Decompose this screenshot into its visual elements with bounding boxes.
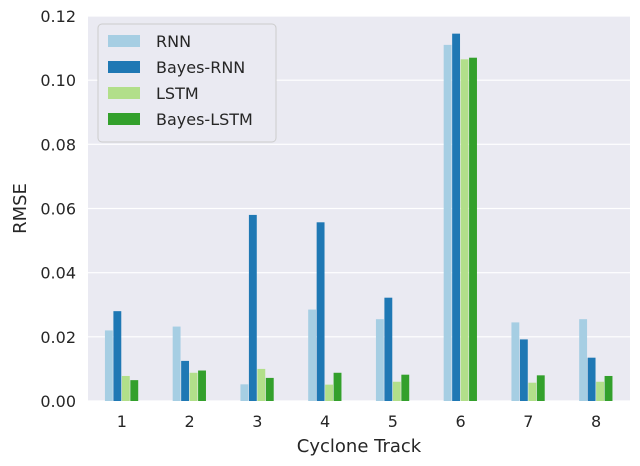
legend-swatch: [108, 113, 140, 125]
bar-bayes-rnn-track-2: [181, 360, 190, 401]
bar-bayes-lstm-track-3: [265, 377, 274, 401]
y-tick-label: 0.04: [40, 264, 76, 283]
y-tick-label: 0.06: [40, 200, 76, 219]
x-axis-label: Cyclone Track: [297, 436, 422, 457]
legend-label: LSTM: [156, 84, 199, 103]
bar-bayes-lstm-track-6: [469, 57, 477, 401]
bar-bayes-rnn-track-6: [452, 33, 461, 401]
y-tick-label: 0.12: [40, 7, 76, 26]
legend-label: Bayes-RNN: [156, 58, 245, 77]
legend-swatch: [108, 61, 140, 73]
bar-lstm-track-5: [392, 381, 401, 401]
legend-label: Bayes-LSTM: [156, 110, 253, 129]
bar-bayes-lstm-track-8: [604, 375, 613, 401]
x-tick-label: 3: [252, 412, 262, 431]
bar-bayes-rnn-track-3: [248, 214, 257, 401]
x-tick-labels: 1 2 3 4 5 6 7 8: [117, 412, 601, 431]
x-tick-label: 4: [320, 412, 330, 431]
x-tick-label: 2: [185, 412, 195, 431]
bar-rnn-track-7: [511, 322, 520, 401]
legend-swatch: [108, 35, 140, 47]
bar-bayes-rnn-track-1: [113, 311, 122, 401]
bar-lstm-track-8: [596, 381, 604, 401]
bar-bayes-rnn-track-4: [316, 222, 325, 401]
bar-rnn-track-5: [375, 319, 384, 401]
y-tick-label: 0.00: [40, 392, 76, 411]
legend-label: RNN: [156, 32, 191, 51]
y-tick-label: 0.10: [40, 71, 76, 90]
bar-lstm-track-3: [257, 368, 266, 401]
bar-rnn-track-3: [240, 384, 249, 401]
bar-bayes-lstm-track-2: [198, 370, 206, 401]
bar-bayes-rnn-track-7: [519, 339, 528, 401]
bar-rnn-track-4: [308, 309, 317, 401]
bar-lstm-track-6: [460, 59, 469, 401]
bar-bayes-lstm-track-1: [130, 380, 139, 401]
legend-box: [97, 23, 277, 143]
bar-bayes-rnn-track-8: [587, 357, 596, 401]
bar-rnn-track-1: [104, 330, 113, 401]
bar-rnn-track-8: [579, 319, 588, 401]
y-tick-label: 0.08: [40, 135, 76, 154]
bar-bayes-rnn-track-5: [384, 297, 393, 401]
x-tick-label: 8: [591, 412, 601, 431]
x-tick-label: 1: [117, 412, 127, 431]
y-axis-label: RMSE: [10, 183, 31, 234]
bar-lstm-track-7: [528, 382, 537, 401]
bar-rnn-track-6: [443, 44, 452, 401]
legend-swatch: [108, 87, 140, 99]
y-tick-label: 0.02: [40, 328, 76, 347]
y-tick-labels: 0.00 0.02 0.04 0.06 0.08 0.10 0.12: [40, 7, 76, 411]
bar-rnn-track-2: [172, 326, 181, 401]
bar-lstm-track-2: [189, 372, 198, 401]
bar-bayes-lstm-track-7: [536, 375, 545, 401]
x-tick-label: 7: [523, 412, 533, 431]
bars: [104, 33, 613, 401]
x-tick-label: 5: [388, 412, 398, 431]
x-tick-label: 6: [456, 412, 466, 431]
legend: RNN Bayes-RNN LSTM Bayes-LSTM: [97, 23, 277, 143]
bar-lstm-track-1: [121, 375, 130, 401]
bar-bayes-lstm-track-5: [401, 374, 410, 401]
bar-bayes-lstm-track-4: [333, 372, 342, 401]
bar-lstm-track-4: [325, 384, 333, 401]
